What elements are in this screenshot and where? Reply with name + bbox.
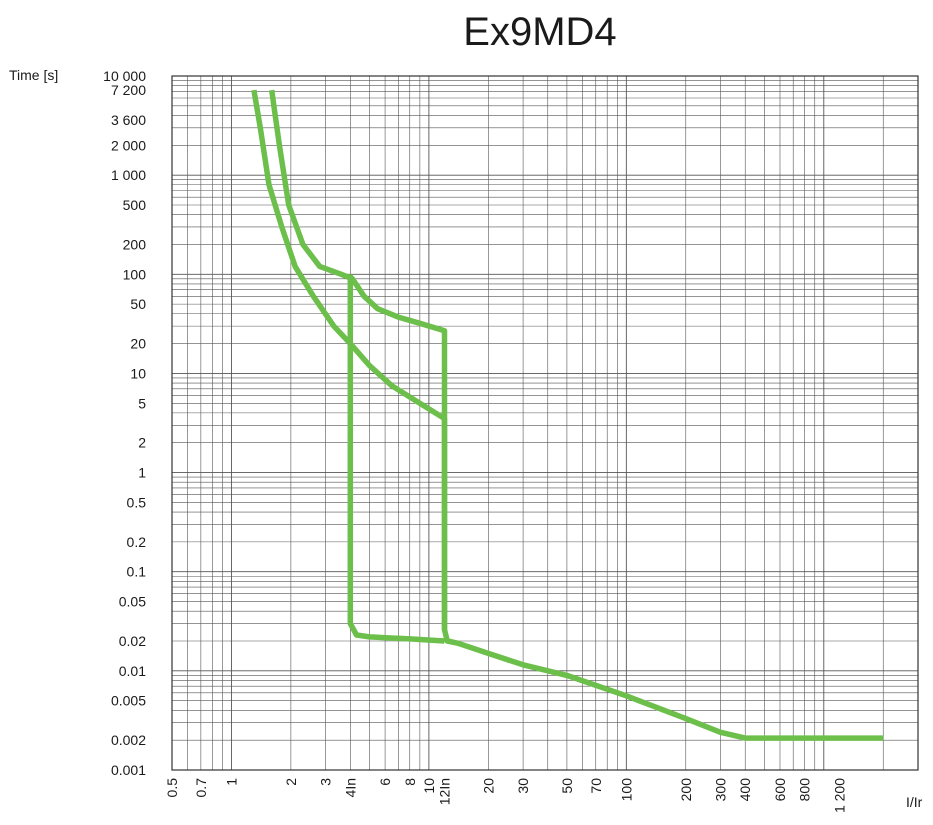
y-tick-label: 1 000 xyxy=(111,167,146,183)
y-tick-label: 10 xyxy=(130,365,146,381)
y-tick-label: 1 xyxy=(138,465,146,481)
y-tick-label: 0.02 xyxy=(119,633,146,649)
x-tick-label: 30 xyxy=(515,778,531,794)
x-tick-label: 6 xyxy=(377,778,393,786)
x-tick-label: 8 xyxy=(402,778,418,786)
y-tick-label: 0.2 xyxy=(127,534,147,550)
x-tick-label: 50 xyxy=(559,778,575,794)
y-tick-label: 0.5 xyxy=(127,494,147,510)
y-tick-label: 2 xyxy=(138,435,146,451)
x-tick-label: 300 xyxy=(713,778,729,802)
y-tick-label: 0.05 xyxy=(119,594,146,610)
y-tick-label: 5 xyxy=(138,395,146,411)
x-tick-label: 12In xyxy=(437,778,453,805)
x-tick-label: 4In xyxy=(342,778,358,797)
curve-3 xyxy=(347,274,445,644)
x-tick-label: 70 xyxy=(588,778,604,794)
plot-border xyxy=(171,75,919,771)
x-tick-label: 10 xyxy=(421,778,437,794)
x-tick-label: 800 xyxy=(797,778,813,802)
curves xyxy=(251,89,884,741)
y-tick-label: 0.01 xyxy=(119,663,146,679)
y-tick-label: 0.1 xyxy=(127,564,147,580)
x-tick-label: 20 xyxy=(480,778,496,794)
y-tick-label: 0.001 xyxy=(111,762,146,778)
x-tick-labels: 0.5 0.7 1 2 3 4In 6 8 10 12In 20 30 50 70 100 200 300 400… xyxy=(164,778,847,813)
chart-title: Ex9MD4 xyxy=(463,10,617,54)
x-tick-label: 0.5 xyxy=(164,778,180,798)
y-tick-label: 2 000 xyxy=(111,137,146,153)
x-tick-label: 0.7 xyxy=(193,778,209,798)
grid xyxy=(171,75,919,771)
x-tick-label: 2 xyxy=(283,778,299,786)
y-tick-label: 20 xyxy=(130,336,146,352)
y-tick-label: 200 xyxy=(123,236,147,252)
x-tick-label: 600 xyxy=(772,778,788,802)
x-tick-label: 400 xyxy=(737,778,753,802)
x-axis-label: I/Ir xyxy=(906,794,923,810)
plot-frame xyxy=(171,75,919,771)
y-axis-label: Time [s] xyxy=(9,67,59,83)
y-tick-label: 50 xyxy=(130,296,146,312)
y-tick-label: 10 000 xyxy=(103,68,146,84)
x-tick-label: 3 xyxy=(318,778,334,786)
y-tick-label: 0.002 xyxy=(111,732,146,748)
x-tick-label: 1 xyxy=(223,778,239,786)
y-tick-label: 0.005 xyxy=(111,693,146,709)
y-tick-label: 3 600 xyxy=(111,112,146,128)
y-tick-label: 100 xyxy=(123,266,147,282)
curve-2 xyxy=(251,89,448,630)
x-tick-label: 200 xyxy=(678,778,694,802)
x-tick-label: 1 200 xyxy=(831,778,847,813)
x-tick-label: 100 xyxy=(618,778,634,802)
y-tick-label: 7 200 xyxy=(111,82,146,98)
y-tick-label: 500 xyxy=(123,197,147,213)
